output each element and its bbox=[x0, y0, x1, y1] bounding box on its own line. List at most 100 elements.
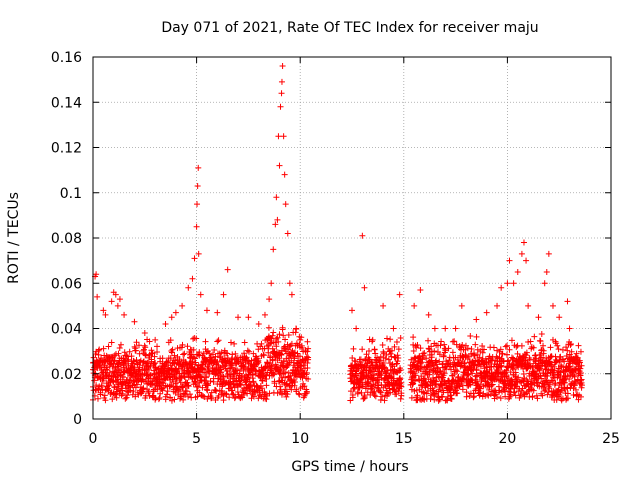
data-point bbox=[280, 363, 287, 370]
data-point bbox=[472, 373, 479, 380]
data-point bbox=[506, 393, 513, 400]
data-point bbox=[285, 331, 292, 338]
data-point bbox=[148, 347, 155, 354]
data-point bbox=[122, 395, 129, 402]
data-point bbox=[436, 351, 443, 358]
x-tick-label: 15 bbox=[395, 431, 413, 447]
x-tick-label: 10 bbox=[291, 431, 309, 447]
data-point bbox=[564, 347, 571, 354]
data-point bbox=[119, 390, 126, 397]
data-point bbox=[527, 338, 534, 345]
data-point bbox=[270, 370, 277, 377]
data-point bbox=[445, 345, 452, 352]
data-point bbox=[388, 347, 395, 354]
x-tick-label: 5 bbox=[192, 431, 201, 447]
data-point bbox=[508, 337, 515, 344]
data-point bbox=[409, 381, 416, 388]
data-point bbox=[420, 352, 427, 359]
data-point bbox=[467, 333, 474, 340]
data-point bbox=[564, 298, 571, 305]
data-point bbox=[264, 359, 271, 366]
data-point bbox=[441, 341, 448, 348]
data-point bbox=[286, 280, 293, 287]
y-tick-label: 0.02 bbox=[51, 367, 82, 383]
data-point bbox=[473, 316, 480, 323]
data-point bbox=[398, 383, 405, 390]
data-point bbox=[561, 379, 568, 386]
data-point bbox=[105, 343, 112, 350]
data-point bbox=[358, 389, 365, 396]
data-point bbox=[144, 359, 151, 366]
data-point bbox=[237, 382, 244, 389]
data-point bbox=[263, 382, 270, 389]
data-point bbox=[483, 309, 490, 316]
data-point bbox=[98, 364, 105, 371]
data-point bbox=[223, 390, 230, 397]
data-point bbox=[100, 307, 107, 314]
data-point bbox=[276, 355, 283, 362]
data-point bbox=[148, 356, 155, 363]
data-point bbox=[497, 395, 504, 402]
y-tick-label: 0 bbox=[73, 412, 82, 428]
data-point bbox=[440, 352, 447, 359]
data-point bbox=[185, 284, 192, 291]
data-point bbox=[397, 382, 404, 389]
data-point bbox=[523, 349, 530, 356]
data-point bbox=[142, 344, 149, 351]
data-point bbox=[168, 347, 175, 354]
data-point bbox=[298, 334, 305, 341]
data-point bbox=[484, 380, 491, 387]
data-point bbox=[185, 382, 192, 389]
data-point bbox=[277, 383, 284, 390]
data-point bbox=[390, 325, 397, 332]
data-point bbox=[382, 355, 389, 362]
data-point bbox=[425, 337, 432, 344]
data-point bbox=[212, 387, 219, 394]
data-point bbox=[372, 393, 379, 400]
data-point bbox=[479, 349, 486, 356]
data-point bbox=[255, 320, 262, 327]
data-point bbox=[149, 350, 156, 357]
data-point bbox=[250, 393, 257, 400]
data-point bbox=[207, 378, 214, 385]
data-point bbox=[163, 391, 170, 398]
data-point bbox=[243, 354, 250, 361]
data-point bbox=[201, 369, 208, 376]
data-point bbox=[151, 371, 158, 378]
data-point bbox=[109, 396, 116, 403]
data-point bbox=[577, 372, 584, 379]
data-point bbox=[229, 351, 236, 358]
data-point bbox=[201, 393, 208, 400]
data-point bbox=[466, 353, 473, 360]
data-point bbox=[305, 375, 312, 382]
data-point bbox=[267, 340, 274, 347]
data-point bbox=[381, 365, 388, 372]
data-point bbox=[162, 320, 169, 327]
data-point bbox=[353, 325, 360, 332]
data-point bbox=[158, 379, 165, 386]
data-points bbox=[90, 63, 585, 404]
data-point bbox=[438, 381, 445, 388]
data-point bbox=[548, 362, 555, 369]
data-point bbox=[132, 393, 139, 400]
data-point bbox=[436, 358, 443, 365]
data-point bbox=[206, 350, 213, 357]
data-point bbox=[184, 379, 191, 386]
data-point bbox=[438, 393, 445, 400]
data-point bbox=[512, 369, 519, 376]
data-point bbox=[259, 385, 266, 392]
data-point bbox=[167, 337, 174, 344]
data-point bbox=[127, 387, 134, 394]
data-point bbox=[147, 372, 154, 379]
data-point bbox=[276, 331, 283, 338]
data-point bbox=[525, 302, 532, 309]
data-point bbox=[391, 343, 398, 350]
data-point bbox=[183, 388, 190, 395]
data-point bbox=[458, 302, 465, 309]
data-point bbox=[412, 372, 419, 379]
data-point bbox=[193, 223, 200, 230]
data-point bbox=[459, 341, 466, 348]
data-point bbox=[355, 365, 362, 372]
data-point bbox=[299, 374, 306, 381]
data-point bbox=[139, 362, 146, 369]
